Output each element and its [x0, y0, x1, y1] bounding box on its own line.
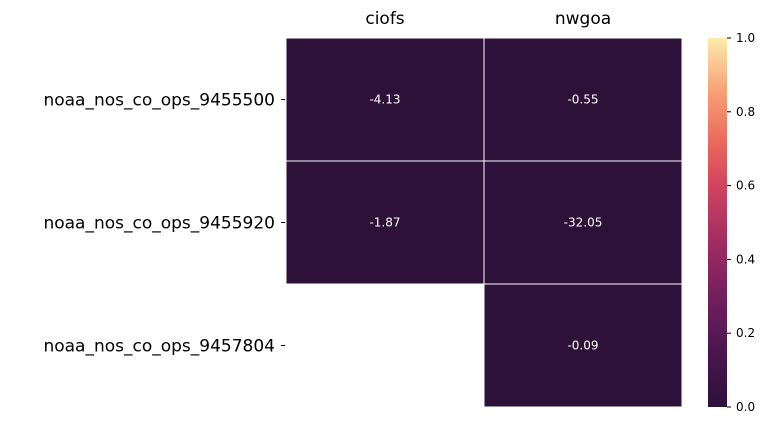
colorbar-tick-label: 1.0	[736, 31, 755, 45]
colorbar: 0.0 0.2 0.4 0.6 0.8 1.0	[708, 31, 755, 414]
column-label-ciofs: ciofs	[365, 9, 404, 29]
column-label-nwgoa: nwgoa	[555, 9, 611, 29]
row-label: noaa_nos_co_ops_9455920	[43, 214, 275, 234]
colorbar-tick-label: 0.6	[736, 179, 755, 193]
colorbar-tick-label: 0.0	[736, 400, 755, 414]
cell-value-label: -0.09	[567, 339, 598, 353]
heatmap-cell-r1-c1	[483, 160, 683, 285]
cell-value-label: -32.05	[564, 216, 603, 230]
colorbar-tick-label: 0.4	[736, 252, 755, 266]
heatmap-cell-r0-c1	[483, 37, 683, 162]
colorbar-tick-label: 0.2	[736, 326, 755, 340]
row-label: noaa_nos_co_ops_9455500	[43, 91, 275, 111]
heatmap-cell-r2-c1	[483, 283, 683, 408]
heatmap-cell-r1-c0	[285, 160, 485, 285]
row-label: noaa_nos_co_ops_9457804	[43, 337, 275, 357]
colorbar-gradient	[708, 38, 727, 407]
row-labels: noaa_nos_co_ops_9455500 noaa_nos_co_ops_9…	[43, 91, 285, 357]
cell-value-label: -1.87	[369, 216, 400, 230]
column-labels: ciofs nwgoa	[365, 9, 611, 29]
heatmap-cells: -4.13 -0.55 -1.87 -32.05 -0.09	[285, 37, 683, 408]
cell-value-label: -0.55	[567, 93, 598, 107]
heatmap-cell-r0-c0	[285, 37, 485, 162]
cell-value-label: -4.13	[369, 93, 400, 107]
colorbar-tick-label: 0.8	[736, 105, 755, 119]
